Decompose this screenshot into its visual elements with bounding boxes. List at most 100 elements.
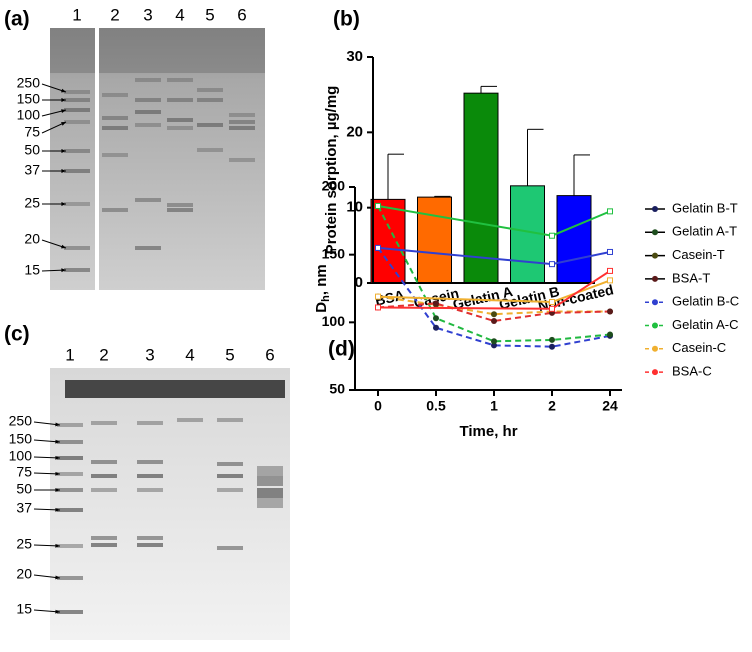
gel-band (91, 536, 117, 540)
series-marker (433, 324, 439, 331)
gel-band (64, 108, 90, 112)
mw-label: 150 (17, 91, 41, 107)
legend-label: Gelatin B-T (672, 200, 738, 215)
gel-band (57, 576, 83, 580)
mw-arrowhead (55, 471, 60, 476)
gel-band (137, 460, 163, 464)
gel-band (217, 462, 243, 466)
gel-band (135, 198, 161, 202)
gel-band (217, 546, 243, 550)
gel-band (64, 90, 90, 94)
y-tick-label: 150 (322, 245, 346, 261)
gel-band (64, 246, 90, 250)
y-axis-label: Dh, nm (313, 264, 332, 312)
x-axis-label: Time, hr (459, 423, 517, 440)
gel-band (217, 418, 243, 422)
gel-band (257, 498, 283, 508)
gel-band (177, 418, 203, 422)
gel-band (137, 536, 163, 540)
gel-band (137, 421, 163, 425)
gel-band (229, 158, 255, 162)
series-marker (549, 305, 555, 312)
series-marker (607, 208, 613, 215)
gel-divider (95, 28, 99, 290)
gel-band (64, 149, 90, 153)
mw-label: 37 (16, 500, 32, 516)
lane-label: 2 (110, 5, 119, 24)
legend-swatch-marker (652, 369, 658, 376)
gel-band (229, 113, 255, 117)
legend-label: Gelatin A-C (672, 317, 738, 332)
gel-band (197, 148, 223, 152)
legend-label: Gelatin A-T (672, 224, 737, 239)
series-marker (549, 299, 555, 306)
gel-band (57, 472, 83, 476)
mw-label: 75 (24, 124, 40, 140)
lane-label: 6 (265, 345, 274, 364)
mw-arrowhead (61, 268, 66, 273)
gel-band (197, 88, 223, 92)
panel-label: (a) (4, 8, 30, 31)
lane-label: 1 (72, 5, 81, 24)
gel-band (102, 116, 128, 120)
series-marker (491, 338, 497, 345)
gel-band (102, 153, 128, 157)
x-tick-label: 2 (548, 398, 556, 414)
legend-label: Casein-T (672, 247, 725, 262)
gel-band (57, 423, 83, 427)
series-line (377, 205, 611, 343)
gel-band (135, 78, 161, 82)
lane-label: 3 (145, 345, 154, 364)
x-tick-label: 1 (490, 398, 498, 414)
series-line (377, 295, 610, 316)
panel-label: (b) (333, 8, 360, 31)
series-marker (491, 317, 497, 324)
gel-band (257, 466, 283, 476)
gel-band (135, 246, 161, 250)
series-marker (375, 202, 381, 209)
y-tick-label: 50 (329, 381, 345, 397)
series-marker (607, 277, 613, 284)
gel-band (137, 474, 163, 478)
mw-arrowhead (61, 149, 66, 153)
legend-label: BSA-C (672, 364, 712, 379)
panel-label: (d) (328, 338, 355, 361)
series-marker (549, 232, 555, 239)
gel-band (197, 123, 223, 127)
gel-band (91, 543, 117, 547)
series-marker (607, 267, 613, 274)
y-axis-label-sub: h (320, 295, 332, 302)
legend-label: Casein-C (672, 340, 726, 355)
legend-swatch-marker (652, 206, 658, 212)
series-marker (607, 248, 613, 255)
y-tick-label: 20 (346, 123, 363, 140)
gel-band (57, 610, 83, 614)
mw-label: 25 (24, 195, 40, 211)
y-axis-label: Protein sorption, µg/mg (323, 86, 340, 255)
x-tick-label: 0.5 (426, 398, 446, 414)
series-marker (375, 304, 381, 311)
series-marker (375, 293, 381, 300)
gel-band (167, 78, 193, 82)
gel-band (135, 123, 161, 127)
gel-band (64, 268, 90, 272)
mw-arrowhead (55, 422, 60, 427)
legend-swatch-marker (652, 252, 658, 259)
lane-label: 3 (143, 5, 152, 24)
series-line (377, 247, 611, 348)
gel-band (217, 488, 243, 492)
mw-label: 250 (17, 75, 41, 91)
series-marker (549, 336, 555, 343)
gel-band (64, 202, 90, 206)
mw-label: 37 (24, 162, 40, 178)
mw-arrowhead (55, 488, 60, 492)
mw-label: 20 (24, 231, 40, 247)
lane-label: 4 (175, 5, 184, 24)
legend-swatch-marker (652, 275, 658, 282)
gel-well-strip (65, 380, 285, 398)
mw-arrowhead (61, 169, 66, 173)
legend-label: Gelatin B-C (672, 294, 739, 309)
y-tick-label: 30 (346, 48, 363, 65)
mw-label: 150 (9, 431, 33, 447)
